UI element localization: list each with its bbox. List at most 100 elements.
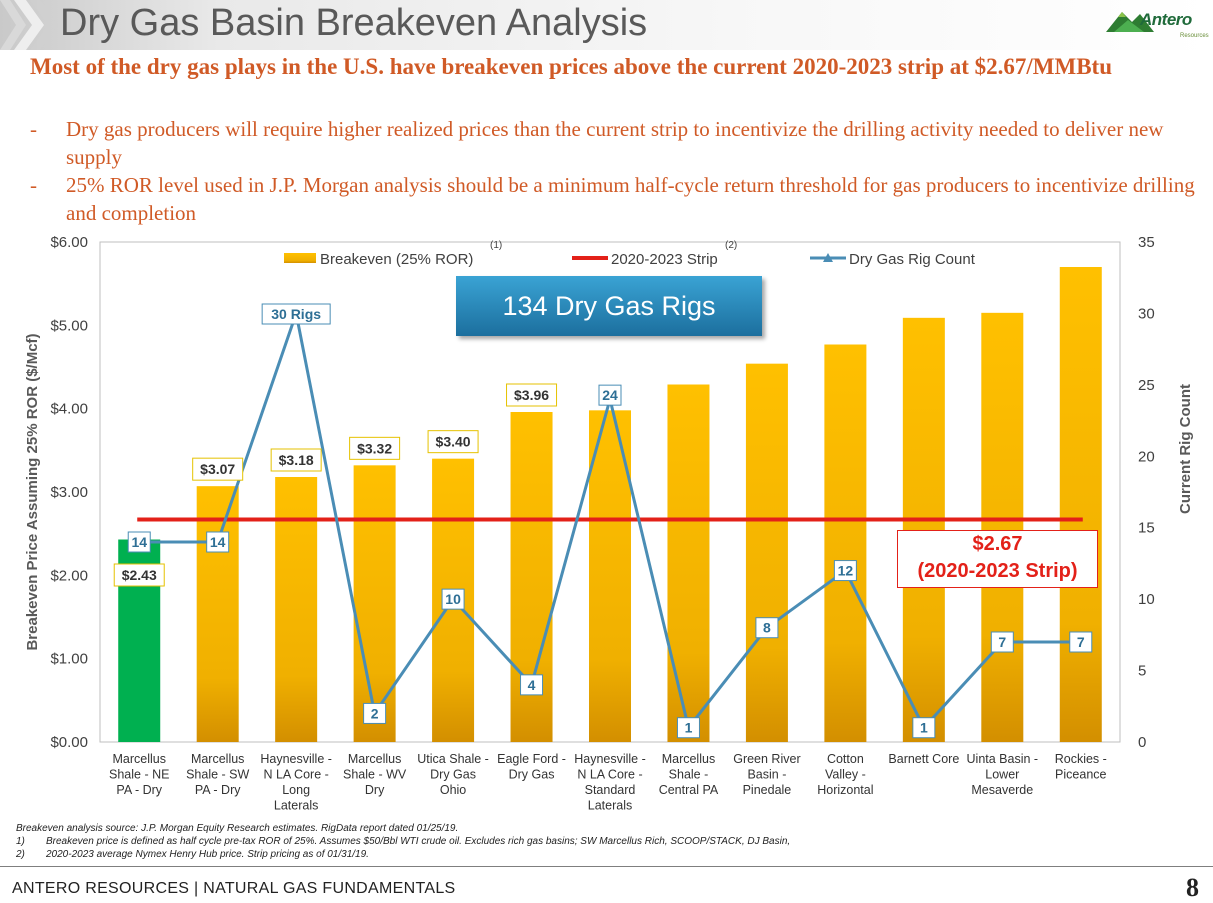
bar-value-box: [427, 430, 479, 454]
x-category-line: Ohio: [440, 783, 466, 797]
rig-count-label: 4: [520, 674, 544, 696]
strip-annotation-label: (2020-2023 Strip): [917, 560, 1078, 582]
footnote-row: 2) 2020-2023 average Nymex Henry Hub pri…: [16, 848, 1206, 861]
rig-count-box: [598, 384, 622, 406]
rig-count-box: [676, 717, 700, 739]
logo-text: Antero: [1140, 10, 1192, 29]
y-tick-label-right: 15: [1138, 520, 1155, 537]
rig-count-box: [206, 531, 230, 553]
x-category-label: Rockies - Piceance: [1055, 752, 1107, 782]
y-tick-label-right: 30: [1138, 305, 1155, 322]
x-category-line: Haynesville -: [574, 752, 646, 766]
x-category-line: Dry Gas: [430, 768, 476, 782]
rig-count-label: 8: [755, 617, 779, 639]
bullet-list: - Dry gas producers will require higher …: [30, 115, 1213, 227]
y-tick-label-right: 5: [1138, 663, 1146, 680]
rig-count-box: [127, 531, 151, 553]
x-category-line: N LA Core -: [577, 768, 642, 782]
bullet-dash: -: [30, 173, 37, 197]
y-axis-title-right: Current Rig Count: [1177, 384, 1194, 514]
rig-count-text: 4: [528, 677, 536, 693]
footnote-text: Breakeven price is defined as half cycle…: [46, 836, 791, 847]
x-category-line: Uinta Basin -: [967, 752, 1039, 766]
x-category-line: Rockies -: [1055, 752, 1107, 766]
x-category-label: Haynesville - N LA Core -Standard Laterals: [574, 752, 646, 813]
header-band: [0, 0, 1213, 50]
x-category-line: Cotton: [827, 752, 864, 766]
footnote-row: Breakeven analysis source: J.P. Morgan E…: [16, 822, 1206, 835]
x-category-line: Shale -: [669, 768, 709, 782]
rig-count-label: 14: [206, 531, 230, 553]
y-tick-label-left: $3.00: [50, 484, 88, 501]
legend-rig-label: Dry Gas Rig Count: [849, 251, 976, 268]
footer-text: ANTERO RESOURCES | NATURAL GAS FUNDAMENT…: [12, 880, 456, 897]
rig-count-box: [912, 717, 936, 739]
x-category-line: Mesaverde: [971, 783, 1033, 797]
x-category-label: Marcellus Shale -Central PA: [659, 752, 719, 797]
rig-count-box: [833, 560, 857, 582]
y-axis-title-left: Breakeven Price Assuming 25% ROR ($/Mcf): [24, 333, 41, 650]
x-category-line: Laterals: [274, 799, 318, 813]
bar: [824, 344, 867, 742]
y-tick-label-left: $2.00: [50, 567, 88, 584]
x-category-line: Utica Shale -: [417, 752, 489, 766]
antero-logo-icon: [1106, 12, 1154, 32]
bar-value-text: $2.43: [122, 567, 157, 583]
y-tick-label-right: 10: [1138, 591, 1155, 608]
rig-count-text: 1: [920, 720, 928, 736]
footnote-text: 2020-2023 average Nymex Henry Hub price.…: [46, 849, 369, 860]
x-category-line: N LA Core -: [263, 768, 328, 782]
rig-count-box: [261, 303, 331, 325]
legend-strip-label: 2020-2023 Strip: [611, 251, 718, 268]
rig-count-label: 7: [1069, 631, 1093, 653]
x-category-line: Pinedale: [743, 783, 792, 797]
rig-count-label: 10: [441, 588, 465, 610]
bar-value-box: [192, 457, 244, 481]
x-category-line: Piceance: [1055, 768, 1106, 782]
header-chevrons: [0, 0, 58, 50]
y-tick-label-right: 25: [1138, 377, 1155, 394]
x-category-line: Shale - WV: [343, 768, 407, 782]
rig-count-text: 7: [1077, 634, 1085, 650]
x-category-line: Laterals: [588, 799, 632, 813]
rig-count-text: 24: [602, 387, 618, 403]
rig-count-label: 2: [363, 702, 387, 724]
bullet-item: - Dry gas producers will require higher …: [30, 115, 1213, 171]
y-tick-label-left: $0.00: [50, 734, 88, 751]
rig-count-box: [441, 588, 465, 610]
bar: [353, 465, 396, 742]
x-category-line: Marcellus: [348, 752, 402, 766]
rig-count-box: [1069, 631, 1093, 653]
rig-count-label: 14: [127, 531, 151, 553]
rig-count-label: 30 Rigs: [261, 303, 331, 325]
x-category-line: Eagle Ford -: [497, 752, 566, 766]
page-number: 8: [1186, 873, 1199, 902]
bar-value-text: $3.07: [200, 461, 235, 477]
bar: [196, 486, 239, 742]
x-category-line: Standard: [585, 783, 636, 797]
bar: [745, 363, 788, 742]
legend-breakeven-swatch: [284, 253, 316, 263]
bar-value-text: $3.40: [436, 434, 471, 450]
x-category-line: PA - Dry: [195, 783, 241, 797]
bar: [1059, 267, 1102, 742]
footnote-text: Breakeven analysis source: J.P. Morgan E…: [16, 823, 459, 834]
bar-value-label: $3.32: [349, 436, 401, 460]
bar-value-label: $3.18: [270, 448, 322, 472]
bar-value-label: $2.43: [113, 563, 165, 587]
x-category-line: Marcellus: [191, 752, 245, 766]
rig-count-text: 1: [685, 720, 693, 736]
x-category-line: Barnett Core: [888, 752, 959, 766]
page-title: Dry Gas Basin Breakeven Analysis: [60, 2, 648, 44]
x-category-line: Dry Gas: [509, 768, 555, 782]
bar-value-box: [349, 436, 401, 460]
rig-count-box: [755, 617, 779, 639]
headline: Most of the dry gas plays in the U.S. ha…: [30, 54, 1112, 79]
footnote-number: 2): [16, 849, 25, 860]
bullet-text: 25% ROR level used in J.P. Morgan analys…: [66, 173, 1195, 225]
bar: [589, 410, 631, 742]
rig-count-text: 8: [763, 620, 771, 636]
x-category-label: Cotton Valley -Horizontal: [817, 752, 873, 797]
bullet-item: - 25% ROR level used in J.P. Morgan anal…: [30, 171, 1213, 227]
